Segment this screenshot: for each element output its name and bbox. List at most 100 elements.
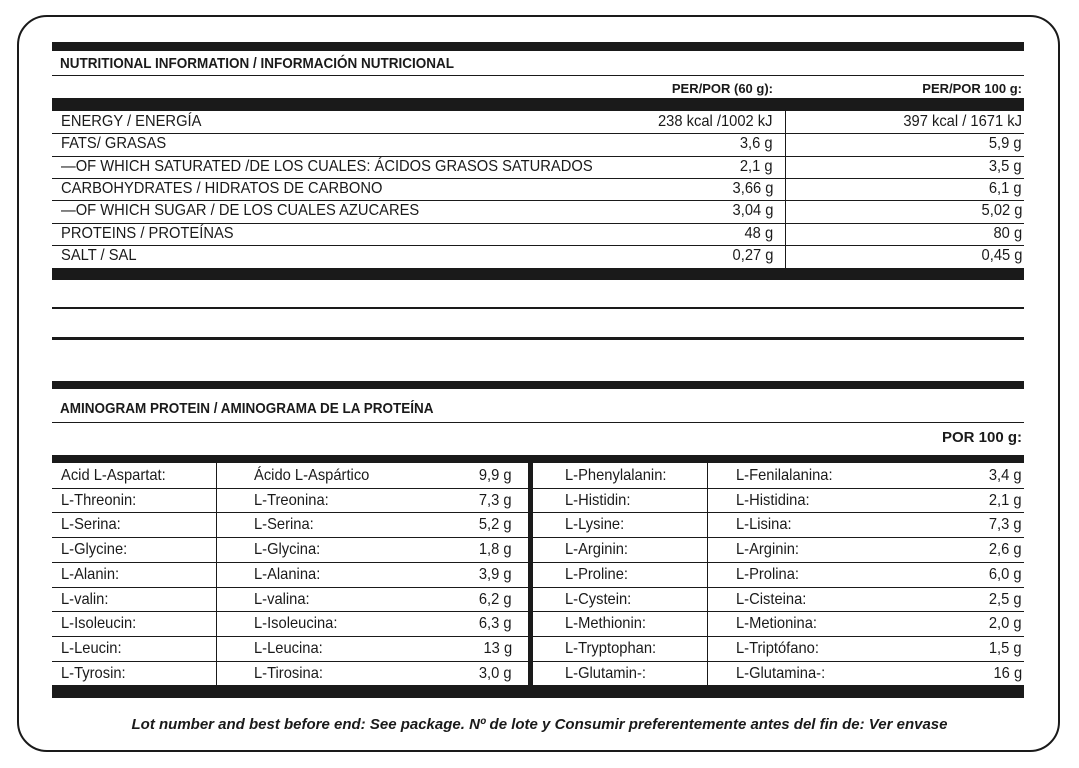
amino-name-en: L-Alanin: xyxy=(61,565,120,583)
row-divider xyxy=(52,562,1024,563)
row-divider xyxy=(52,200,1024,201)
amino-value: 16 g xyxy=(993,664,1022,682)
divider xyxy=(52,422,1024,423)
amino-name-en: L-Glycine: xyxy=(61,541,128,559)
amino-name-es: L-Arginin: xyxy=(736,541,800,559)
amino-name-es: L-Leucina: xyxy=(254,639,323,657)
amino-name-es: L-Fenilalanina: xyxy=(736,467,833,484)
row-divider xyxy=(52,636,1024,637)
column-divider xyxy=(216,463,217,685)
amino-name-en: L-Lysine: xyxy=(565,516,625,534)
blank-line xyxy=(52,307,1024,309)
amino-name-en: L-Glutamin-: xyxy=(565,664,646,682)
amino-name-en: Acid L-Aspartat: xyxy=(61,467,166,484)
aminogram-per-label: POR 100 g: xyxy=(941,429,1022,446)
amino-value: 2,0 g xyxy=(989,615,1022,633)
amino-name-es: L-Treonina: xyxy=(254,491,329,509)
nutrient-value-per-60g: 0,27 g xyxy=(732,246,773,264)
amino-name-es: L-valina: xyxy=(254,590,310,608)
amino-value: 2,1 g xyxy=(989,491,1022,509)
nutrient-value-per-100g: 0,45 g xyxy=(981,246,1022,264)
nutrient-value-per-100g: 80 g xyxy=(993,224,1022,242)
amino-value: 2,5 g xyxy=(989,590,1022,608)
amino-name-en: L-Phenylalanin: xyxy=(565,467,667,484)
top-rule xyxy=(52,42,1024,51)
amino-name-es: L-Alanina: xyxy=(254,565,321,583)
amino-name-es: L-Glutamina-: xyxy=(736,664,826,682)
amino-name-es: L-Serina: xyxy=(254,516,314,534)
amino-name-es: L-Glycina: xyxy=(254,541,321,559)
row-divider xyxy=(52,512,1024,513)
aminogram-title: AMINOGRAM PROTEIN / AMINOGRAMA DE LA PRO… xyxy=(60,400,434,417)
amino-value: 6,2 g xyxy=(479,590,512,608)
amino-name-en: L-Methionin: xyxy=(565,615,647,633)
amino-name-en: L-valin: xyxy=(61,590,109,608)
nutrient-label: —OF WHICH SUGAR / DE LOS CUALES AZUCARES xyxy=(61,202,420,220)
column-divider xyxy=(785,111,786,268)
amino-name-en: L-Histidin: xyxy=(565,491,631,509)
nutrient-value-per-100g: 3,5 g xyxy=(989,157,1022,175)
label-frame xyxy=(17,15,1060,752)
amino-name-es: Ácido L-Aspártico xyxy=(254,467,370,484)
amino-name-es: L-Metionina: xyxy=(736,615,818,633)
amino-name-es: L-Lisina: xyxy=(736,516,792,534)
nutrient-value-per-60g: 3,66 g xyxy=(732,179,773,197)
row-divider xyxy=(52,661,1024,662)
row-divider xyxy=(52,223,1024,224)
amino-name-es: L-Prolina: xyxy=(736,565,800,583)
amino-name-en: L-Cystein: xyxy=(565,590,632,608)
nutrient-value-per-100g: 5,9 g xyxy=(989,135,1022,153)
amino-value: 1,8 g xyxy=(479,541,512,559)
amino-name-es: L-Triptófano: xyxy=(736,639,819,657)
amino-name-es: L-Cisteina: xyxy=(736,590,807,608)
row-divider xyxy=(52,156,1024,157)
nutrient-value-per-60g: 48 g xyxy=(744,224,773,242)
amino-value: 6,0 g xyxy=(989,565,1022,583)
row-divider xyxy=(52,587,1024,588)
nutrient-label: CARBOHYDRATES / HIDRATOS DE CARBONO xyxy=(61,179,383,197)
center-divider xyxy=(528,463,533,685)
aminogram-bottom-rule xyxy=(52,685,1024,698)
amino-name-en: L-Proline: xyxy=(565,565,629,583)
column-header-per-60g: PER/POR (60 g): xyxy=(671,81,773,96)
amino-name-es: L-Histidina: xyxy=(736,491,810,509)
aminogram-top-rule xyxy=(52,381,1024,389)
nutrient-value-per-100g: 5,02 g xyxy=(981,202,1022,220)
amino-name-en: L-Tryptophan: xyxy=(565,639,657,657)
nutrient-value-per-100g: 397 kcal / 1671 kJ xyxy=(903,113,1022,130)
column-divider xyxy=(707,463,708,685)
nutrient-value-per-60g: 3,6 g xyxy=(740,135,773,153)
nutrient-label: SALT / SAL xyxy=(61,246,137,264)
row-divider xyxy=(52,133,1024,134)
nutrition-title: NUTRITIONAL INFORMATION / INFORMACIÓN NU… xyxy=(60,55,454,72)
amino-value: 6,3 g xyxy=(479,615,512,633)
amino-name-es: L-Isoleucina: xyxy=(254,615,338,633)
aminogram-header-rule xyxy=(52,455,1024,463)
nutrition-bottom-rule xyxy=(52,268,1024,280)
nutrient-label: —OF WHICH SATURATED /DE LOS CUALES: ÁCID… xyxy=(61,157,593,175)
amino-name-en: L-Serina: xyxy=(61,516,121,534)
nutrient-label: PROTEINS / PROTEÍNAS xyxy=(61,224,234,242)
amino-value: 9,9 g xyxy=(479,467,512,484)
nutrient-value-per-60g: 3,04 g xyxy=(732,202,773,220)
column-header-per-100g: PER/POR 100 g: xyxy=(922,81,1022,96)
amino-value: 5,2 g xyxy=(479,516,512,534)
divider xyxy=(52,75,1024,76)
amino-value: 3,0 g xyxy=(479,664,512,682)
nutrient-label: ENERGY / ENERGÍA xyxy=(61,113,202,130)
row-divider xyxy=(52,488,1024,489)
nutrient-value-per-100g: 6,1 g xyxy=(989,179,1022,197)
amino-value: 3,4 g xyxy=(989,467,1022,484)
amino-value: 7,3 g xyxy=(479,491,512,509)
nutrient-value-per-60g: 2,1 g xyxy=(740,157,773,175)
amino-name-en: L-Threonin: xyxy=(61,491,137,509)
row-divider xyxy=(52,611,1024,612)
amino-name-en: L-Isoleucin: xyxy=(61,615,137,633)
amino-name-en: L-Leucin: xyxy=(61,639,122,657)
nutrient-value-per-60g: 238 kcal /1002 kJ xyxy=(658,113,773,130)
lot-number-note: Lot number and best before end: See pack… xyxy=(131,716,948,733)
amino-name-en: L-Arginin: xyxy=(565,541,629,559)
amino-value: 2,6 g xyxy=(989,541,1022,559)
blank-line xyxy=(52,337,1024,340)
amino-value: 1,5 g xyxy=(989,639,1022,657)
